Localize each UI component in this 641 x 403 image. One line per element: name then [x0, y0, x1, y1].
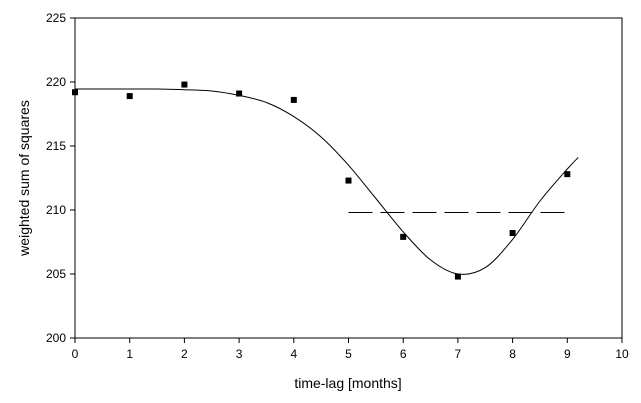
y-tick-label: 205 [46, 267, 66, 281]
x-tick-label: 2 [181, 347, 188, 361]
x-axis-ticks: 0 1 2 3 4 5 6 7 8 9 10 [72, 338, 629, 361]
y-tick-label: 225 [46, 11, 66, 25]
data-point [509, 230, 516, 237]
data-point [290, 96, 297, 103]
data-point [236, 90, 243, 97]
data-point [564, 171, 571, 178]
y-axis-ticks: 200 205 210 215 220 225 [46, 11, 75, 345]
x-tick-label: 0 [72, 347, 79, 361]
data-point [454, 273, 461, 280]
y-axis-title: weighted sum of squares [16, 100, 32, 257]
x-tick-label: 9 [564, 347, 571, 361]
x-tick-label: 5 [345, 347, 352, 361]
y-tick-label: 210 [46, 203, 66, 217]
y-tick-label: 215 [46, 139, 66, 153]
x-tick-label: 1 [126, 347, 133, 361]
x-tick-label: 6 [400, 347, 407, 361]
plot-frame [74, 17, 623, 339]
data-point [181, 81, 188, 88]
x-tick-label: 10 [615, 347, 629, 361]
x-tick-label: 3 [236, 347, 243, 361]
data-point [345, 177, 352, 184]
fit-curve [75, 88, 579, 275]
x-axis-title: time-lag [months] [294, 375, 401, 391]
data-point [126, 93, 133, 100]
y-tick-label: 220 [46, 75, 66, 89]
x-tick-label: 4 [290, 347, 297, 361]
x-tick-label: 8 [509, 347, 516, 361]
data-points [72, 81, 571, 280]
y-tick-label: 200 [46, 331, 66, 345]
data-point [400, 233, 407, 240]
x-tick-label: 7 [455, 347, 462, 361]
